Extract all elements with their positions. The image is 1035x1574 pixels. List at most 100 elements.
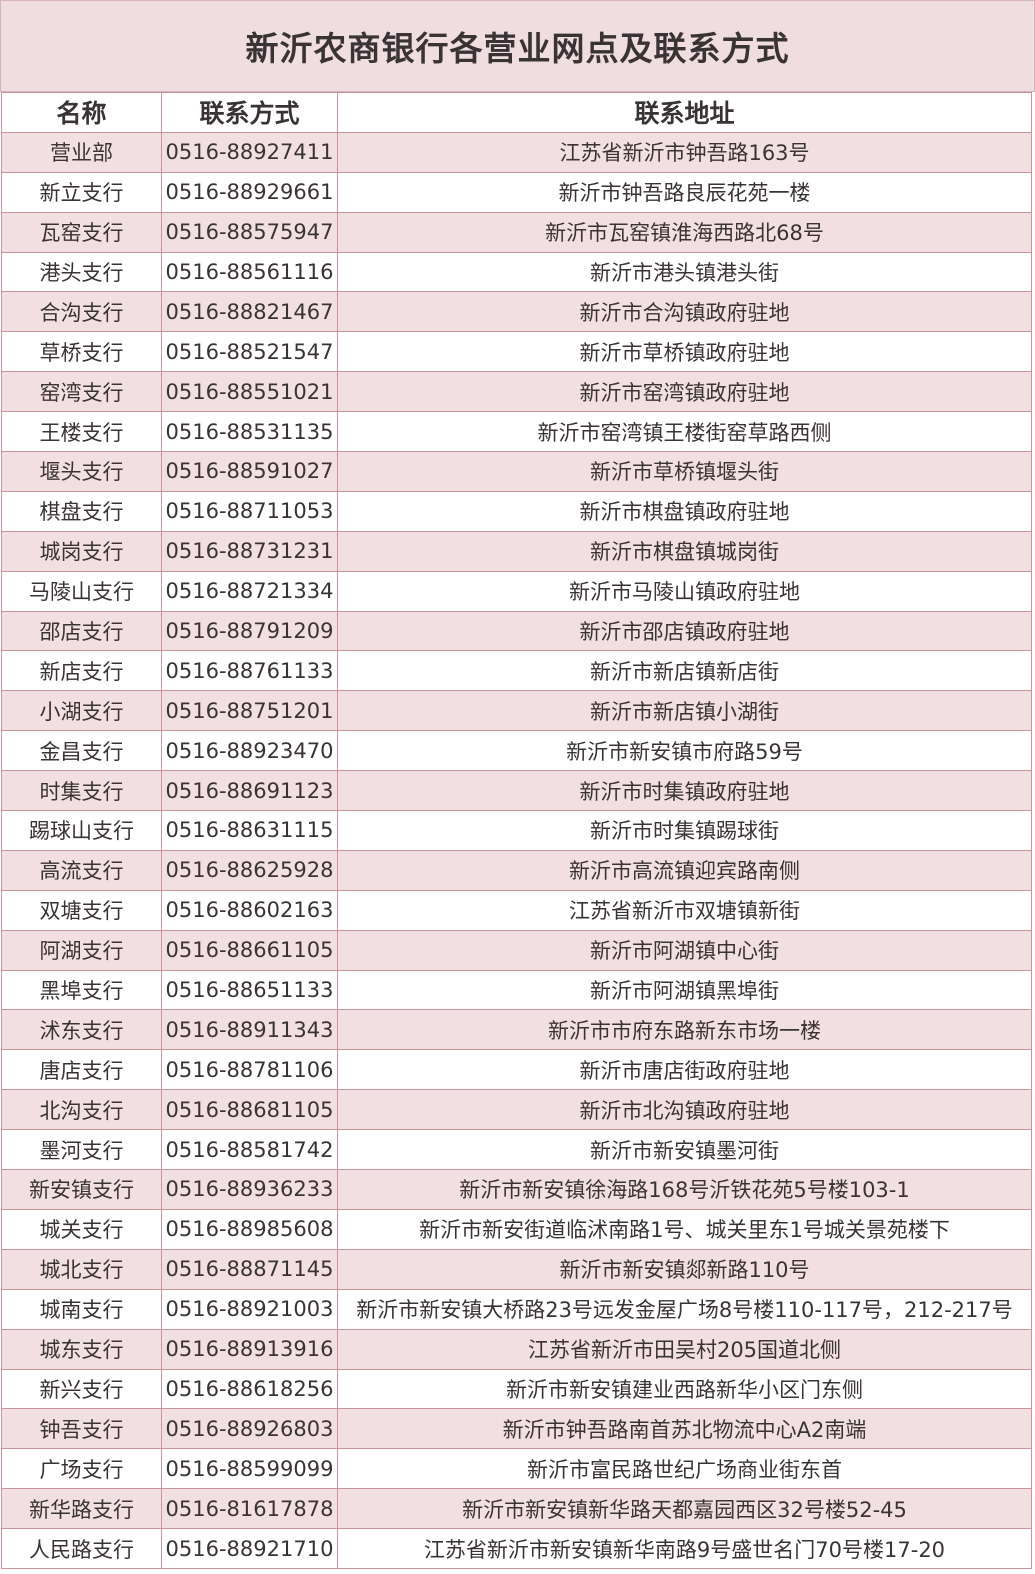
- phone-number: 0516-88927411: [161, 131, 338, 173]
- page-title: 新沂农商银行各营业网点及联系方式: [0, 0, 1035, 92]
- branch-name: 双塘支行: [1, 889, 162, 931]
- address: 新沂市窑湾镇政府驻地: [337, 371, 1032, 413]
- address: 新沂市棋盘镇政府驻地: [337, 490, 1032, 532]
- branch-name: 营业部: [1, 131, 162, 173]
- address: 江苏省新沂市新安镇新华南路9号盛世名门70号楼17-20: [337, 1528, 1032, 1569]
- phone-number: 0516-88936233: [161, 1169, 338, 1210]
- branch-name: 唐店支行: [1, 1049, 162, 1091]
- phone-number: 0516-88926803: [161, 1408, 338, 1450]
- address: 新沂市时集镇政府驻地: [337, 770, 1032, 812]
- branch-name: 城南支行: [1, 1288, 162, 1330]
- table-row: 钟吾支行 0516-88926803 新沂市钟吾路南首苏北物流中心A2南端: [1, 1408, 1032, 1450]
- branch-name: 广场支行: [1, 1448, 162, 1490]
- branch-name: 小湖支行: [1, 690, 162, 732]
- branch-name: 城关支行: [1, 1208, 162, 1250]
- address: 新沂市阿湖镇中心街: [337, 929, 1032, 971]
- phone-number: 0516-88923470: [161, 730, 338, 772]
- table-row: 营业部 0516-88927411 江苏省新沂市钟吾路163号: [1, 131, 1032, 173]
- table-row: 城岗支行 0516-88731231 新沂市棋盘镇城岗街: [1, 530, 1032, 572]
- branch-name: 踢球山支行: [1, 810, 162, 851]
- table-row: 黑埠支行 0516-88651133 新沂市阿湖镇黑埠街: [1, 969, 1032, 1011]
- phone-number: 0516-88625928: [161, 849, 338, 891]
- branch-name: 城岗支行: [1, 530, 162, 572]
- table-row: 高流支行 0516-88625928 新沂市高流镇迎宾路南侧: [1, 849, 1032, 891]
- table-row: 港头支行 0516-88561116 新沂市港头镇港头街: [1, 251, 1032, 293]
- phone-number: 0516-88761133: [161, 650, 338, 692]
- table-row: 新兴支行 0516-88618256 新沂市新安镇建业西路新华小区门东侧: [1, 1368, 1032, 1410]
- phone-number: 0516-88985608: [161, 1208, 338, 1250]
- branch-name: 新店支行: [1, 650, 162, 692]
- address: 新沂市新安镇郯新路110号: [337, 1248, 1032, 1290]
- address: 新沂市新安街道临沭南路1号、城关里东1号城关景苑楼下: [337, 1208, 1032, 1250]
- phone-number: 0516-88791209: [161, 610, 338, 652]
- table-row: 堰头支行 0516-88591027 新沂市草桥镇堰头街: [1, 451, 1032, 492]
- table-row: 新安镇支行 0516-88936233 新沂市新安镇徐海路168号沂铁花苑5号楼10…: [1, 1169, 1032, 1210]
- table-row: 棋盘支行 0516-88711053 新沂市棋盘镇政府驻地: [1, 490, 1032, 532]
- address: 新沂市新安镇市府路59号: [337, 730, 1032, 772]
- address: 新沂市新安镇建业西路新华小区门东侧: [337, 1368, 1032, 1410]
- branch-name: 王楼支行: [1, 411, 162, 453]
- phone-number: 0516-88602163: [161, 889, 338, 931]
- address: 新沂市棋盘镇城岗街: [337, 530, 1032, 572]
- address: 新沂市唐店街政府驻地: [337, 1049, 1032, 1091]
- phone-number: 0516-88681105: [161, 1089, 338, 1131]
- branch-name: 新兴支行: [1, 1368, 162, 1410]
- phone-number: 0516-81617878: [161, 1488, 338, 1530]
- branch-name: 新立支行: [1, 171, 162, 213]
- phone-number: 0516-88661105: [161, 929, 338, 971]
- address: 新沂市市府东路新东市场一楼: [337, 1009, 1032, 1051]
- table-row: 阿湖支行 0516-88661105 新沂市阿湖镇中心街: [1, 929, 1032, 971]
- address: 新沂市新安镇墨河街: [337, 1129, 1032, 1171]
- phone-number: 0516-88531135: [161, 411, 338, 453]
- phone-number: 0516-88913916: [161, 1328, 338, 1370]
- address: 新沂市新店镇小湖街: [337, 690, 1032, 732]
- table-row: 马陵山支行 0516-88721334 新沂市马陵山镇政府驻地: [1, 570, 1032, 612]
- table-row: 沭东支行 0516-88911343 新沂市市府东路新东市场一楼: [1, 1009, 1032, 1051]
- branch-name: 钟吾支行: [1, 1408, 162, 1450]
- address: 新沂市北沟镇政府驻地: [337, 1089, 1032, 1131]
- table-row: 广场支行 0516-88599099 新沂市富民路世纪广场商业街东首: [1, 1448, 1032, 1490]
- branch-name: 黑埠支行: [1, 969, 162, 1011]
- branch-name: 高流支行: [1, 849, 162, 891]
- table-row: 城南支行 0516-88921003 新沂市新安镇大桥路23号远发金屋广场8号楼11…: [1, 1288, 1032, 1330]
- address: 新沂市阿湖镇黑埠街: [337, 969, 1032, 1011]
- address: 新沂市钟吾路良辰花苑一楼: [337, 171, 1032, 213]
- phone-number: 0516-88618256: [161, 1368, 338, 1410]
- table-row: 草桥支行 0516-88521547 新沂市草桥镇政府驻地: [1, 331, 1032, 373]
- table-row: 新店支行 0516-88761133 新沂市新店镇新店街: [1, 650, 1032, 692]
- phone-number: 0516-88731231: [161, 530, 338, 572]
- phone-number: 0516-88781106: [161, 1049, 338, 1091]
- phone-number: 0516-88911343: [161, 1009, 338, 1051]
- address: 江苏省新沂市田吴村205国道北侧: [337, 1328, 1032, 1370]
- phone-number: 0516-88631115: [161, 810, 338, 851]
- phone-number: 0516-88551021: [161, 371, 338, 413]
- phone-number: 0516-88721334: [161, 570, 338, 612]
- branch-name: 新安镇支行: [1, 1169, 162, 1210]
- table-row: 邵店支行 0516-88791209 新沂市邵店镇政府驻地: [1, 610, 1032, 652]
- branch-name: 阿湖支行: [1, 929, 162, 971]
- address: 江苏省新沂市钟吾路163号: [337, 131, 1032, 173]
- address: 新沂市草桥镇政府驻地: [337, 331, 1032, 373]
- phone-number: 0516-88575947: [161, 211, 338, 253]
- branch-name: 瓦窑支行: [1, 211, 162, 253]
- phone-number: 0516-88871145: [161, 1248, 338, 1290]
- table-row: 瓦窑支行 0516-88575947 新沂市瓦窑镇淮海西路北68号: [1, 211, 1032, 253]
- phone-number: 0516-88521547: [161, 331, 338, 373]
- address: 新沂市高流镇迎宾路南侧: [337, 849, 1032, 891]
- phone-number: 0516-88651133: [161, 969, 338, 1011]
- address: 新沂市马陵山镇政府驻地: [337, 570, 1032, 612]
- address: 新沂市新店镇新店街: [337, 650, 1032, 692]
- branch-name: 邵店支行: [1, 610, 162, 652]
- address: 新沂市邵店镇政府驻地: [337, 610, 1032, 652]
- address: 新沂市富民路世纪广场商业街东首: [337, 1448, 1032, 1490]
- branch-name: 新华路支行: [1, 1488, 162, 1530]
- address: 新沂市合沟镇政府驻地: [337, 291, 1032, 333]
- address: 新沂市钟吾路南首苏北物流中心A2南端: [337, 1408, 1032, 1450]
- branch-name: 堰头支行: [1, 451, 162, 492]
- branch-name: 港头支行: [1, 251, 162, 293]
- table-row: 墨河支行 0516-88581742 新沂市新安镇墨河街: [1, 1129, 1032, 1171]
- table-row: 窑湾支行 0516-88551021 新沂市窑湾镇政府驻地: [1, 371, 1032, 413]
- branch-name: 马陵山支行: [1, 570, 162, 612]
- branch-name: 时集支行: [1, 770, 162, 812]
- table-row: 小湖支行 0516-88751201 新沂市新店镇小湖街: [1, 690, 1032, 732]
